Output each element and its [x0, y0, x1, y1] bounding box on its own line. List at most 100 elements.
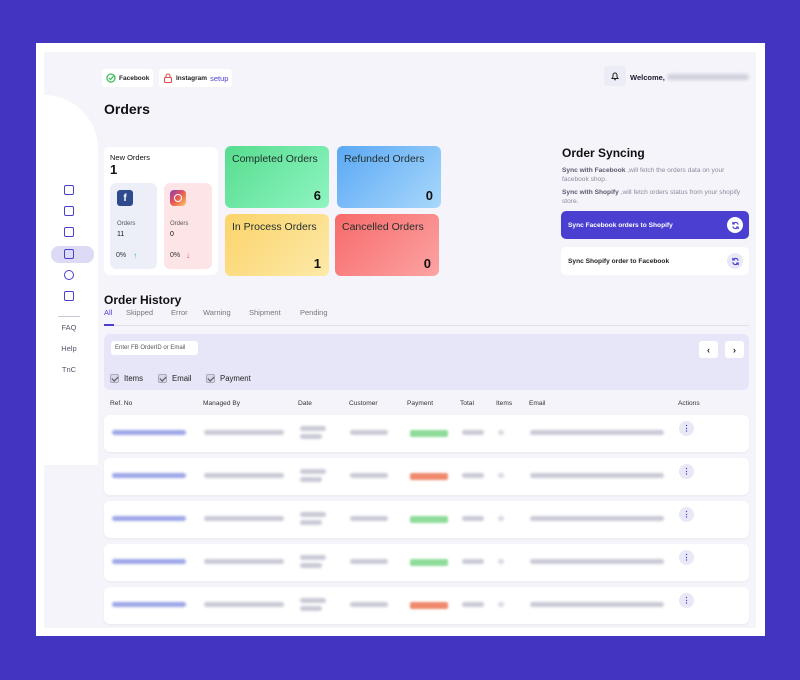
row-customer — [350, 602, 388, 607]
sync-shopify-bold: Sync with Shopify — [562, 189, 619, 196]
sidebar-active-highlight — [51, 246, 94, 263]
notifications-button[interactable] — [604, 66, 626, 86]
row-date — [300, 555, 326, 560]
next-page-button[interactable]: › — [725, 341, 744, 358]
column-header-date: Date — [298, 400, 312, 407]
row-ref-no[interactable] — [112, 602, 186, 607]
column-header-email: Email — [529, 400, 546, 407]
payment-checkbox[interactable] — [206, 374, 215, 383]
sync-facebook-to-shopify-button[interactable]: Sync Facebook orders to Shopify — [561, 211, 749, 239]
home-icon[interactable] — [64, 185, 74, 195]
prev-page-button[interactable]: ‹ — [699, 341, 718, 358]
row-managed-by — [204, 559, 284, 564]
box-icon[interactable] — [64, 206, 74, 216]
row-actions-button[interactable]: ⋮ — [679, 593, 694, 608]
row-date — [300, 512, 326, 517]
items-checkbox[interactable] — [110, 374, 119, 383]
row-actions-button[interactable]: ⋮ — [679, 507, 694, 522]
column-header-actions: Actions — [678, 400, 700, 407]
row-date — [300, 477, 322, 482]
completed-orders-value: 6 — [313, 188, 321, 203]
row-date — [300, 520, 322, 525]
row-email — [530, 559, 664, 564]
in-process-orders-label: In Process Orders — [232, 221, 317, 233]
document-icon[interactable] — [64, 227, 74, 237]
tab-warning[interactable]: Warning — [203, 308, 231, 317]
tab-all[interactable]: All — [104, 308, 113, 317]
instagram-chip[interactable]: Instagram setup — [159, 69, 233, 87]
row-total — [462, 473, 484, 478]
filter-panel — [104, 334, 749, 390]
row-total — [462, 516, 484, 521]
row-total — [462, 602, 484, 607]
tab-pending[interactable]: Pending — [300, 308, 328, 317]
welcome-text: Welcome, — [630, 73, 665, 82]
row-actions-button[interactable]: ⋮ — [679, 550, 694, 565]
tab-skipped[interactable]: Skipped — [126, 308, 154, 317]
row-payment-status — [410, 602, 448, 609]
row-email — [530, 430, 664, 435]
in-process-orders-card[interactable]: In Process Orders 1 — [225, 214, 329, 276]
sync-shopify-to-facebook-button[interactable]: Sync Shopify order to Facebook — [561, 247, 749, 275]
row-managed-by — [204, 516, 284, 521]
sync-shopify-to-facebook-label: Sync Shopify order to Facebook — [568, 257, 670, 265]
check-circle-icon — [106, 73, 116, 83]
sidebar-link-faq[interactable]: FAQ — [61, 323, 77, 332]
facebook-icon: f — [117, 190, 133, 206]
sync-facebook-bold: Sync with Facebook — [562, 167, 626, 174]
row-customer — [350, 430, 388, 435]
row-managed-by — [204, 430, 284, 435]
settings-icon[interactable] — [64, 270, 74, 280]
column-header-customer: Customer — [349, 400, 378, 407]
row-customer — [350, 473, 388, 478]
items-checkbox-label: Items — [124, 374, 144, 383]
row-actions-button[interactable]: ⋮ — [679, 421, 694, 436]
sidebar-link-help[interactable]: Help — [61, 344, 77, 353]
sidebar-divider — [58, 316, 80, 317]
refunded-orders-label: Refunded Orders — [344, 153, 425, 165]
row-ref-no[interactable] — [112, 473, 186, 478]
column-header-payment: Payment — [407, 400, 434, 407]
cancelled-orders-card[interactable]: Cancelled Orders 0 — [335, 214, 439, 276]
row-email — [530, 602, 664, 607]
instagram-chip-label: Instagram — [176, 74, 208, 82]
search-input[interactable]: Enter FB OrderID or Email — [111, 341, 198, 355]
row-ref-no[interactable] — [112, 430, 186, 435]
new-orders-count: 1 — [110, 162, 118, 177]
orders-icon[interactable] — [64, 249, 74, 259]
email-checkbox-label: Email — [172, 374, 192, 383]
tab-shipment[interactable]: Shipment — [249, 308, 281, 317]
user-name[interactable] — [667, 74, 749, 80]
sync-facebook-rest: ,will fetch the orders data on your face… — [562, 167, 725, 183]
row-managed-by — [204, 602, 284, 607]
column-header-total: Total — [460, 400, 474, 407]
package-icon[interactable] — [64, 291, 74, 301]
facebook-orders-label: Orders — [117, 221, 136, 227]
cancelled-orders-label: Cancelled Orders — [342, 221, 424, 233]
refunded-orders-card[interactable]: Refunded Orders 0 — [337, 146, 441, 208]
sidebar — [44, 95, 98, 465]
row-actions-button[interactable]: ⋮ — [679, 464, 694, 479]
facebook-orders-percent: 0% — [116, 252, 127, 259]
row-customer — [350, 516, 388, 521]
completed-orders-label: Completed Orders — [232, 153, 318, 165]
sync-facebook-description: Sync with Facebook ,will fetch the order… — [562, 166, 752, 184]
row-email — [530, 473, 664, 478]
row-date — [300, 469, 326, 474]
sync-shopify-rest: ,will fetch orders status from your shop… — [562, 189, 741, 205]
row-payment-status — [410, 559, 448, 566]
email-checkbox[interactable] — [158, 374, 167, 383]
row-date — [300, 606, 322, 611]
sidebar-link-tnc[interactable]: TnC — [61, 365, 77, 374]
row-ref-no[interactable] — [112, 559, 186, 564]
row-items — [498, 430, 504, 435]
completed-orders-card[interactable]: Completed Orders 6 — [225, 146, 329, 208]
row-items — [498, 516, 504, 521]
setup-link[interactable]: setup — [210, 73, 229, 83]
refresh-icon — [727, 253, 743, 269]
row-payment-status — [410, 516, 448, 523]
row-ref-no[interactable] — [112, 516, 186, 521]
instagram-icon — [170, 190, 186, 206]
facebook-chip[interactable]: Facebook — [102, 69, 154, 87]
tab-error[interactable]: Error — [171, 308, 188, 317]
